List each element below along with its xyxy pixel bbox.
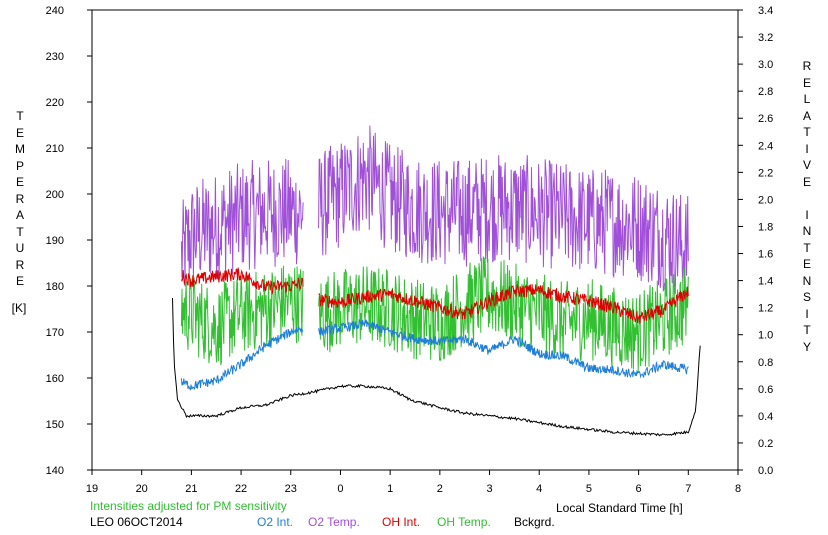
- legend-item: O2 Int.: [257, 515, 294, 529]
- x-tick-label: 1: [387, 483, 393, 495]
- series-line-oh-int: [180, 267, 689, 324]
- x-tick-label: 3: [486, 483, 492, 495]
- legend-item: O2 Temp.: [308, 515, 360, 529]
- legend-item: OH Int.: [382, 515, 421, 529]
- x-tick-label: 6: [636, 483, 642, 495]
- y-left-axis-unit: [K]: [11, 301, 27, 315]
- x-tick-label: 4: [536, 483, 542, 495]
- y-right-tick-label: 1.8: [758, 221, 773, 233]
- y-right-tick-label: 0.6: [758, 384, 773, 396]
- site-date-label: LEO 06OCT2014: [90, 515, 183, 529]
- x-tick-label: 22: [235, 483, 247, 495]
- y-right-tick-label: 1.4: [758, 276, 773, 288]
- x-tick-label: 21: [185, 483, 197, 495]
- y-left-tick-label: 210: [46, 143, 64, 155]
- x-tick-label: 20: [136, 483, 148, 495]
- y-left-tick-label: 150: [46, 419, 64, 431]
- y-right-tick-label: 2.8: [758, 86, 773, 98]
- x-tick-label: 19: [86, 483, 98, 495]
- series-layer: [172, 125, 701, 437]
- axes-layer: 1401501601701801902002102202302400.00.20…: [46, 5, 774, 495]
- adjustment-note: Intensities adjusted for PM sensitivity: [90, 499, 287, 513]
- x-tick-label: 23: [285, 483, 297, 495]
- y-left-tick-label: 190: [46, 235, 64, 247]
- y-right-tick-label: 0.0: [758, 465, 773, 477]
- x-axis-title: Local Standard Time [h]: [556, 501, 683, 515]
- legend-item: Bckgrd.: [514, 515, 555, 529]
- y-left-tick-label: 160: [46, 373, 64, 385]
- y-right-tick-label: 3.0: [758, 59, 773, 71]
- y-left-tick-label: 220: [46, 97, 64, 109]
- y-right-tick-label: 3.2: [758, 32, 773, 44]
- y-left-tick-label: 140: [46, 465, 64, 477]
- y-right-tick-label: 0.2: [758, 438, 773, 450]
- series-line-o2-int: [180, 318, 689, 391]
- y-left-axis-title: T E M P E R A T U R E: [15, 109, 25, 288]
- y-left-tick-label: 240: [46, 5, 64, 17]
- y-left-tick-label: 180: [46, 281, 64, 293]
- series-line-bckgrd: [172, 297, 701, 437]
- y-right-axis-title: R E L A T I V E I N T E N S I T Y: [802, 59, 812, 354]
- y-right-tick-label: 1.2: [758, 303, 773, 315]
- y-left-tick-label: 230: [46, 51, 64, 63]
- y-left-tick-label: 170: [46, 327, 64, 339]
- y-right-tick-label: 1.6: [758, 249, 773, 261]
- y-right-tick-label: 0.8: [758, 357, 773, 369]
- y-right-tick-label: 2.6: [758, 113, 773, 125]
- x-tick-label: 5: [586, 483, 592, 495]
- y-right-tick-label: 1.0: [758, 330, 773, 342]
- y-left-tick-label: 200: [46, 189, 64, 201]
- y-right-tick-label: 2.2: [758, 167, 773, 179]
- series-line-oh-temp: [180, 256, 689, 373]
- x-tick-label: 7: [685, 483, 691, 495]
- legend-item: OH Temp.: [437, 515, 491, 529]
- series-line-o2-temp: [180, 125, 689, 298]
- x-tick-label: 8: [735, 483, 741, 495]
- y-right-tick-label: 2.4: [758, 140, 773, 152]
- y-right-tick-label: 0.4: [758, 411, 773, 423]
- y-right-tick-label: 2.0: [758, 194, 773, 206]
- y-right-tick-label: 3.4: [758, 5, 773, 17]
- x-tick-label: 2: [437, 483, 443, 495]
- x-tick-label: 0: [337, 483, 343, 495]
